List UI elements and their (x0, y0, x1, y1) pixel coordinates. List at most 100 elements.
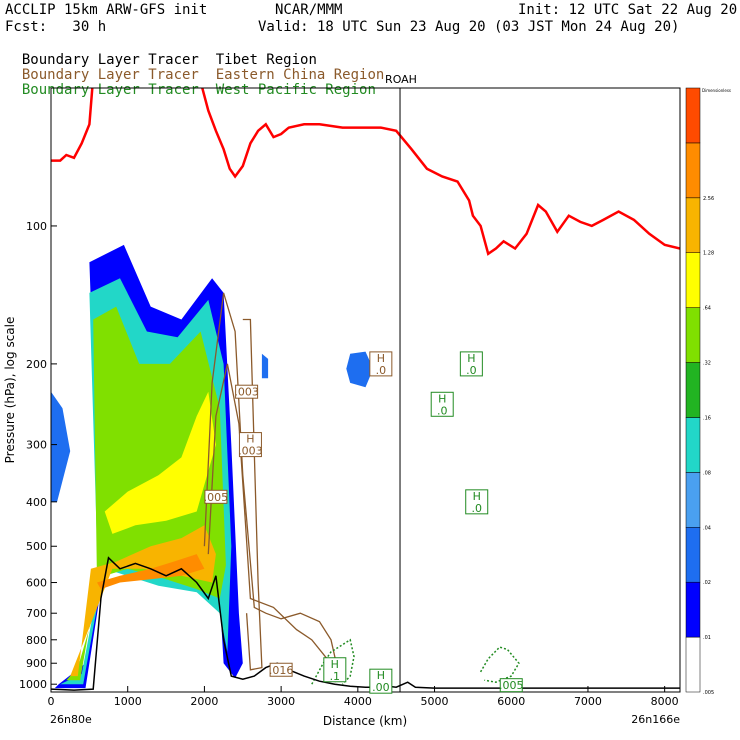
y-tick-label: 700 (26, 607, 47, 620)
contour-label-letter: H (438, 392, 446, 405)
contour-label-box (430, 391, 454, 417)
terrain-line (51, 556, 680, 691)
contour-label-letter: H (473, 490, 481, 503)
colorbar-title: Dimensionless (702, 88, 731, 93)
contour-label-value: .003 (234, 386, 259, 399)
y-tick-label: 100 (26, 220, 47, 233)
contour-label-letter: H (377, 669, 385, 682)
colorbar-label: 1.28 (703, 251, 714, 257)
tracer-shade-region (104, 391, 216, 534)
y-tick-label: 1000 (19, 678, 47, 691)
y-axis-title: Pressure (hPa), log scale (3, 317, 17, 464)
x-tick-label: 1000 (114, 695, 142, 708)
colorbar-swatch (685, 87, 701, 144)
x-tick-label: 7000 (574, 695, 602, 708)
colorbar-swatch (685, 472, 701, 528)
colorbar-label: .01 (703, 635, 711, 641)
tracer-line-east-china: Boundary Layer Tracer Eastern China Regi… (5, 51, 384, 83)
org-label: NCAR/MMM (275, 2, 343, 18)
x-tick-label: 3000 (267, 695, 295, 708)
colorbar-label: .16 (703, 415, 711, 421)
forecast-hour: Fcst: 30 h (5, 19, 107, 35)
contour-label-box (459, 351, 483, 377)
colorbar-swatch (685, 252, 701, 308)
tracer-region: Eastern China Region (215, 67, 385, 83)
plot-frame (50, 87, 681, 693)
contour-label-box (235, 384, 259, 399)
contour-label-box (269, 662, 293, 677)
tracer-shade-region (261, 353, 269, 379)
tracer-shade-region (346, 351, 374, 388)
colorbar-label: .005 (703, 690, 714, 696)
x-tick-label: 8000 (651, 695, 679, 708)
colorbar-swatch (685, 527, 701, 583)
valid-time: Valid: 18 UTC Sun 23 Aug 20 (03 JST Mon … (258, 19, 680, 35)
x-tick-label: 2000 (190, 695, 218, 708)
contour-label-value: .0 (466, 364, 477, 377)
west-pacific-tracer-contour (479, 646, 520, 683)
contour-label-box (323, 657, 347, 683)
colorbar: .005 .01 .02 .04 .08 .16 .32 .64 1.28 2.56 Dimensi… (685, 87, 731, 696)
tracer-line-tibet: Boundary Layer Tracer Tibet Region (5, 36, 317, 68)
colorbar-label: .02 (703, 580, 711, 586)
x-axis-title: Distance (km) (323, 714, 407, 728)
contour-label-value: .1 (330, 670, 341, 683)
y-tick-label: 300 (26, 439, 47, 452)
contour-label-letter: H (331, 658, 339, 671)
east-china-tracer-contour (207, 363, 328, 660)
colorbar-swatch (685, 636, 701, 693)
contour-label-value: .005 (499, 679, 524, 692)
tracer-prefix: Boundary Layer Tracer (21, 82, 199, 98)
contour-label-letter: H (246, 433, 254, 446)
east-china-tracer-contour (203, 292, 340, 683)
tibet-tracer-shading (51, 244, 374, 689)
contour-label-value: .0 (471, 502, 482, 515)
contour-label-box (238, 432, 262, 458)
colorbar-swatch (685, 197, 701, 253)
colorbar-label: .64 (703, 306, 711, 312)
colorbar-label: .32 (703, 361, 711, 367)
tropopause-line (51, 88, 680, 256)
tracer-line-west-pacific: Boundary Layer Tracer West Pacific Regio… (5, 66, 376, 98)
left-end-label: 26n80e (50, 713, 92, 726)
contour-label-value: .0 (437, 404, 448, 417)
x-tick-label: 5000 (421, 695, 449, 708)
axes: 0 1000 2000 3000 4000 5000 6000 7000 80001002003… (19, 220, 679, 708)
contour-label-value: .00 (372, 681, 390, 694)
tracer-prefix: Boundary Layer Tracer (21, 52, 199, 68)
contour-label-box (204, 489, 228, 504)
tracer-shade-region (97, 554, 205, 590)
y-tick-label: 200 (26, 358, 47, 371)
colorbar-swatch (685, 142, 701, 199)
model-title: ACCLIP 15km ARW-GFS init (5, 2, 208, 18)
init-time: Init: 12 UTC Sat 22 Aug 20 (518, 2, 738, 18)
colorbar-swatch (685, 417, 701, 473)
tracer-prefix: Boundary Layer Tracer (21, 67, 199, 83)
x-tick-label: 4000 (344, 695, 372, 708)
marker-line-label: ROAH (385, 73, 417, 86)
contour-label-value: .0 (376, 364, 387, 377)
contour-label-box (465, 489, 489, 515)
y-tick-label: 500 (26, 540, 47, 553)
east-china-tracer-contour (242, 318, 263, 671)
contour-label-box (369, 351, 393, 377)
contour-label-letter: H (377, 352, 385, 365)
contour-label-letter: H (467, 352, 475, 365)
y-tick-label: 900 (26, 657, 47, 670)
tracer-shade-region (51, 391, 71, 502)
colorbar-swatch (685, 307, 701, 363)
colorbar-label: .04 (703, 525, 711, 531)
colorbar-swatch (685, 581, 701, 638)
right-end-label: 26n166e (631, 713, 680, 726)
y-tick-label: 800 (26, 634, 47, 647)
colorbar-label: 2.56 (703, 196, 714, 202)
colorbar-label: .08 (703, 470, 711, 476)
contour-label-value: .016 (269, 664, 294, 677)
contour-label-value: .003 (238, 445, 263, 458)
contour-label-box (499, 678, 523, 693)
y-tick-label: 400 (26, 496, 47, 509)
tracer-region: Tibet Region (215, 52, 317, 68)
y-tick-label: 600 (26, 577, 47, 590)
